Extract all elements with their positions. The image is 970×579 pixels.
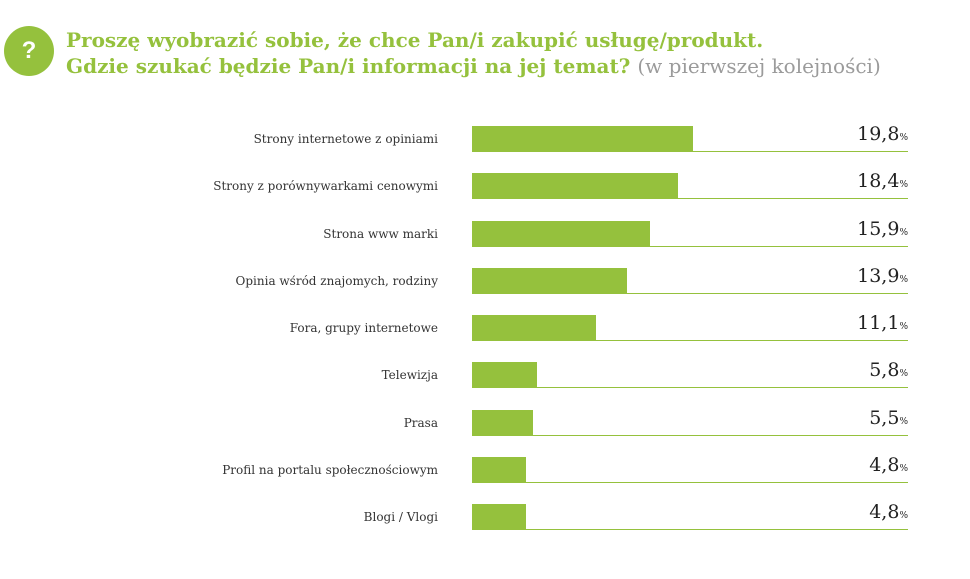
bar-row: Opinia wśród znajomych, rodziny 13,9% (0, 264, 970, 302)
category-label: Blogi / Vlogi (363, 510, 438, 524)
value-label: 5,8% (869, 359, 908, 382)
category-label: Opinia wśród znajomych, rodziny (235, 273, 438, 288)
value-label: 13,9% (857, 264, 908, 287)
value-label: 11,1% (857, 312, 908, 334)
category-label: Profil na portalu społecznościowym (222, 462, 438, 477)
title-line-2-text: Gdzie szukać będzie Pan/i informacji na … (66, 54, 631, 78)
bar-baseline (472, 292, 908, 294)
bar-baseline (472, 245, 908, 247)
bar (472, 504, 526, 530)
category-label: Prasa (403, 415, 438, 430)
title-note: (w pierwszej kolejności) (637, 54, 881, 78)
bar-row: Profil na portalu społecznościowym 4,8% (0, 453, 970, 491)
bar-row: Fora, grupy internetowe 11,1% (0, 312, 970, 349)
bar-baseline (472, 387, 908, 389)
bar-row: Prasa 5,5% (0, 406, 970, 444)
bar-row: Blogi / Vlogi 4,8% (0, 501, 970, 538)
bar-baseline (472, 529, 908, 530)
bar (472, 315, 597, 341)
bar (472, 409, 534, 436)
value-label: 4,8% (869, 501, 908, 523)
question-icon: ? (4, 26, 54, 76)
bar (472, 173, 678, 200)
value-label: 18,4% (857, 170, 908, 193)
category-label: Strony internetowe z opiniami (253, 132, 438, 146)
category-label: Strona www marki (323, 226, 438, 241)
value-label: 19,8% (857, 123, 908, 145)
bar (472, 267, 628, 294)
bar-row: Strona www marki 15,9% (0, 217, 970, 255)
title-line-1: Proszę wyobrazić sobie, że chce Pan/i za… (66, 28, 764, 52)
bar (472, 126, 694, 152)
bar-baseline (472, 151, 908, 152)
category-label: Fora, grupy internetowe (289, 321, 438, 335)
bar (472, 362, 537, 389)
value-label: 4,8% (869, 453, 908, 476)
bar-baseline (472, 481, 908, 483)
bar-row: Strony z porównywarkami cenowymi 18,4% (0, 170, 970, 207)
value-label: 15,9% (857, 217, 908, 240)
bar (472, 220, 650, 247)
value-label: 5,5% (869, 406, 908, 429)
bar-baseline (472, 434, 908, 436)
title-line-2: Gdzie szukać będzie Pan/i informacji na … (66, 53, 881, 79)
bar-row: Strony internetowe z opiniami 19,8% (0, 123, 970, 160)
category-label: Telewizja (381, 368, 438, 383)
category-label: Strony z porównywarkami cenowymi (213, 179, 438, 194)
bar-baseline (472, 198, 908, 200)
bar-baseline (472, 340, 908, 341)
bar (472, 456, 526, 483)
bar-row: Telewizja 5,8% (0, 359, 970, 396)
chart-title: Proszę wyobrazić sobie, że chce Pan/i za… (66, 27, 881, 79)
